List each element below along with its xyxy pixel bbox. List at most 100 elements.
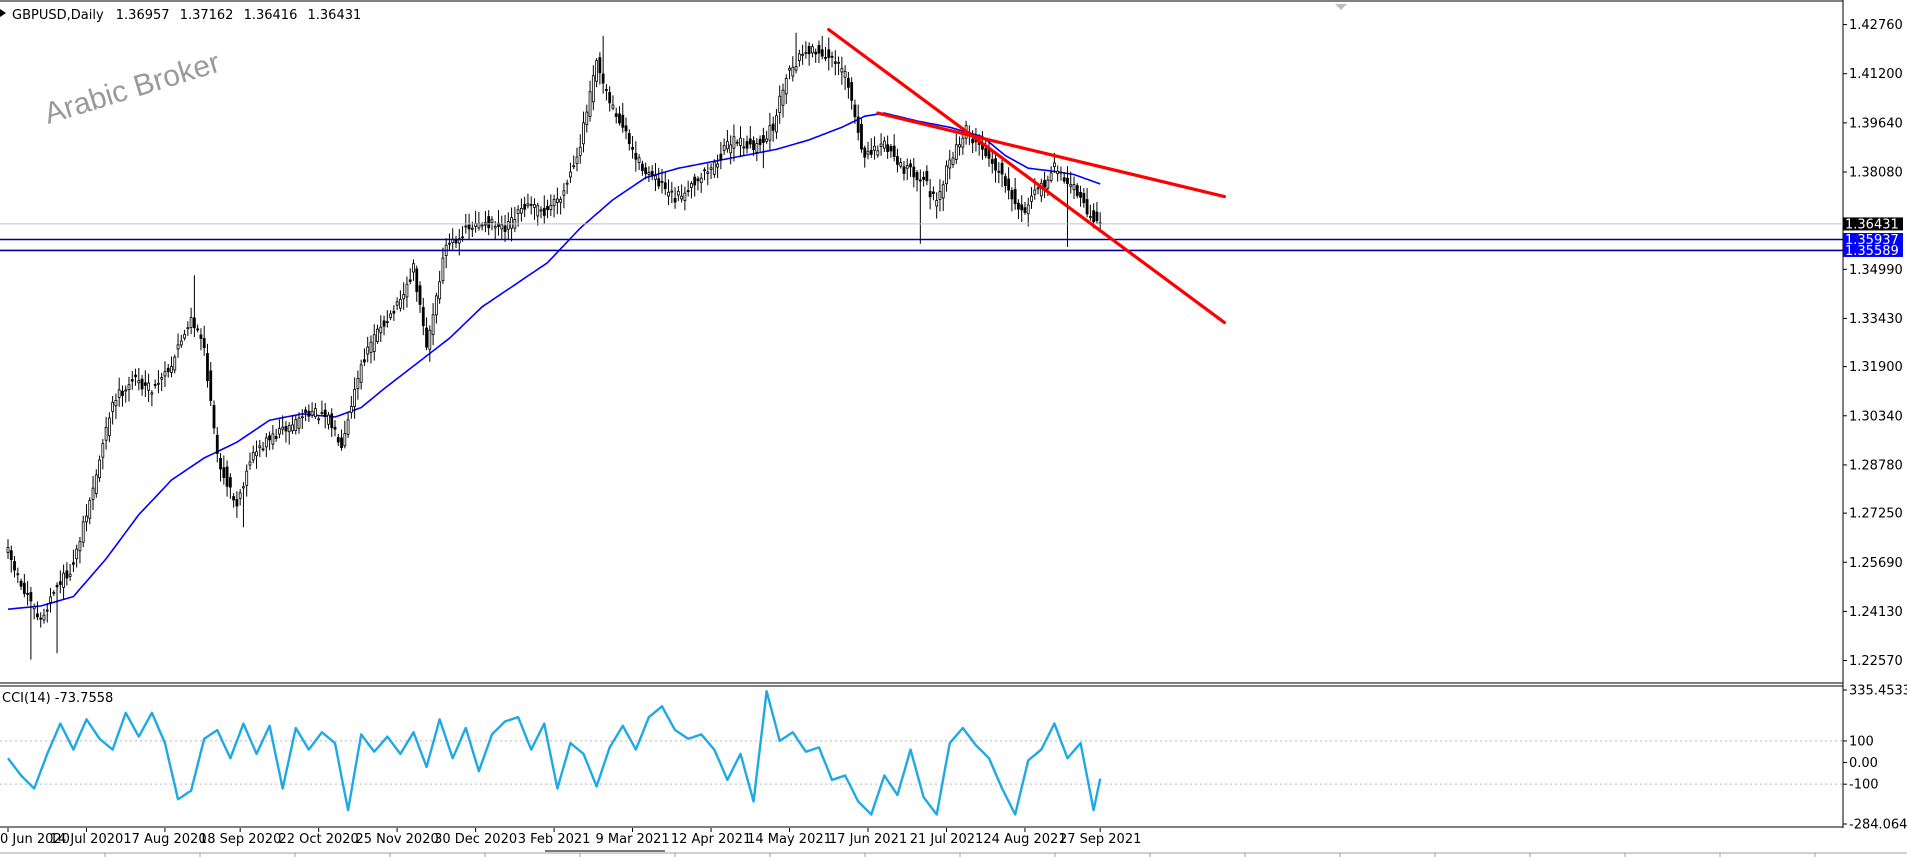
candle-body bbox=[45, 609, 49, 612]
time-tick-label: 30 Dec 2020 bbox=[434, 832, 517, 847]
candle-body bbox=[696, 178, 700, 182]
candle-body bbox=[745, 141, 749, 149]
candle-body bbox=[497, 222, 500, 227]
candle-body bbox=[206, 353, 209, 382]
candle-body bbox=[333, 426, 337, 430]
candle-body bbox=[863, 147, 867, 158]
candle-body bbox=[170, 366, 173, 373]
candle-body bbox=[807, 45, 811, 55]
candle-body bbox=[673, 197, 677, 203]
candle-body bbox=[922, 176, 925, 180]
time-tick-label: 12 Apr 2021 bbox=[671, 832, 751, 847]
candle-body bbox=[516, 209, 520, 215]
high-value: 1.37162 bbox=[180, 8, 234, 23]
candle-body bbox=[6, 547, 10, 553]
candle-body bbox=[32, 606, 36, 610]
candle-body bbox=[631, 147, 634, 150]
candle-body bbox=[680, 195, 684, 200]
candle-body bbox=[418, 285, 422, 305]
candle-body bbox=[434, 295, 438, 316]
scroll-shift-marker-icon[interactable] bbox=[1335, 4, 1347, 10]
candle-body bbox=[856, 116, 860, 133]
candle-body bbox=[830, 55, 834, 58]
candle-body bbox=[166, 367, 170, 373]
candle-body bbox=[886, 144, 890, 152]
cci-tick-label: -100 bbox=[1849, 778, 1879, 793]
candle-body bbox=[278, 428, 281, 435]
candle-body bbox=[382, 320, 386, 327]
candle-body bbox=[179, 340, 183, 346]
candle-body bbox=[1033, 189, 1037, 195]
candle-body bbox=[98, 459, 101, 479]
candle-body bbox=[340, 437, 343, 449]
time-tick-label: 9 Mar 2021 bbox=[595, 832, 669, 847]
candle-body bbox=[1053, 162, 1056, 167]
candle-body bbox=[271, 433, 275, 445]
candle-body bbox=[771, 123, 775, 131]
candle-body bbox=[824, 56, 827, 59]
candle-body bbox=[366, 346, 370, 355]
candle-body bbox=[274, 436, 278, 439]
candle-body bbox=[840, 68, 844, 73]
candle-body bbox=[994, 158, 997, 171]
candle-body bbox=[814, 51, 818, 55]
candle-body bbox=[1003, 176, 1007, 187]
candle-body bbox=[1092, 210, 1096, 223]
candle-body bbox=[624, 125, 628, 132]
candle-body bbox=[549, 204, 553, 210]
candle-body bbox=[49, 596, 52, 603]
candle-body bbox=[555, 198, 559, 203]
candle-body bbox=[219, 457, 222, 470]
candle-body bbox=[163, 371, 167, 377]
candle-body bbox=[879, 143, 883, 147]
candle-body bbox=[313, 408, 317, 418]
candle-body bbox=[346, 419, 350, 435]
price-tick-label: 1.34990 bbox=[1849, 263, 1903, 278]
candle-body bbox=[961, 137, 965, 148]
candle-body bbox=[935, 200, 939, 207]
candle-body bbox=[376, 328, 379, 342]
candle-body bbox=[1069, 184, 1073, 187]
candle-body bbox=[264, 437, 268, 448]
candle-body bbox=[55, 584, 59, 588]
candle-body bbox=[804, 52, 808, 54]
resistance-trendline[interactable] bbox=[827, 28, 1227, 325]
candle-body bbox=[36, 613, 39, 618]
candle-body bbox=[62, 572, 65, 588]
candle-body bbox=[78, 541, 82, 552]
candle-body bbox=[1072, 184, 1076, 191]
candle-body bbox=[369, 341, 373, 353]
time-tick-label: 27 Sep 2021 bbox=[1059, 832, 1141, 847]
candle-body bbox=[13, 561, 16, 571]
low-value: 1.36416 bbox=[244, 8, 298, 23]
candle-body bbox=[533, 204, 536, 208]
candle-body bbox=[899, 162, 903, 167]
candle-body bbox=[343, 433, 347, 447]
candle-body bbox=[291, 424, 294, 432]
candle-body bbox=[52, 591, 56, 594]
candle-body bbox=[16, 573, 20, 576]
candle-body bbox=[307, 410, 311, 417]
symbol-header: GBPUSD,Daily 1.36957 1.37162 1.36416 1.3… bbox=[12, 8, 361, 23]
candle-body bbox=[752, 140, 755, 150]
price-tick-label: 1.38080 bbox=[1849, 165, 1903, 180]
cci-panel[interactable]: 335.4533 100 0.00 -100 -284.0641 CCI(14) -73… bbox=[0, 684, 1907, 833]
candle-body bbox=[660, 181, 664, 183]
candle-body bbox=[605, 89, 608, 91]
candle-body bbox=[896, 156, 899, 165]
time-tick-label: 25 Nov 2020 bbox=[355, 832, 438, 847]
candle-body bbox=[938, 191, 942, 200]
candle-body bbox=[794, 66, 798, 71]
candle-body bbox=[222, 467, 226, 478]
price-tick-label: 1.42760 bbox=[1849, 18, 1903, 33]
candle-body bbox=[732, 136, 736, 149]
candle-body bbox=[477, 223, 481, 229]
candle-body bbox=[225, 466, 229, 487]
resistance-trendline[interactable] bbox=[876, 111, 1227, 199]
candle-body bbox=[91, 487, 95, 500]
current-price-tag: 1.36431 bbox=[1845, 217, 1899, 232]
candle-body bbox=[385, 321, 389, 324]
candle-body bbox=[268, 435, 272, 441]
time-tick-label: 24 Aug 2021 bbox=[983, 832, 1066, 847]
